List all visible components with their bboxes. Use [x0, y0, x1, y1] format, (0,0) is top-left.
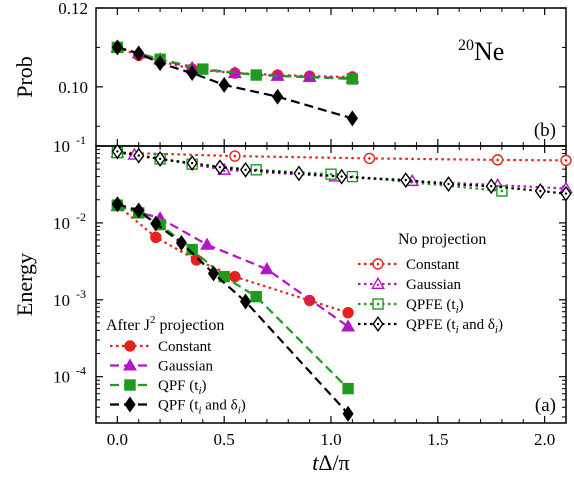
data-point-triangle — [371, 276, 385, 290]
data-point-square — [197, 63, 209, 75]
data-point-center — [218, 166, 222, 169]
y-tick-label: 0.10 — [58, 78, 88, 97]
data-point-square — [346, 73, 359, 85]
grid-layer — [95, 7, 567, 424]
data-point-square — [250, 69, 262, 81]
data-point-center — [222, 169, 226, 173]
data-point-diamond — [133, 202, 145, 219]
x-tick-label: 2.0 — [534, 430, 555, 449]
proj-legend-label-qpf_ti: QPF (ti) — [158, 378, 207, 397]
data-point-center — [368, 157, 371, 160]
data-point-center — [244, 168, 247, 172]
data-point-center — [496, 158, 499, 162]
data-point-center — [490, 185, 493, 188]
y-tick-exponent: -2 — [76, 210, 86, 224]
data-point-center — [190, 161, 194, 165]
data-point-triangle — [341, 319, 356, 332]
nucleus-label: 20Ne — [458, 37, 504, 66]
data-point-center — [233, 154, 237, 158]
data-point-circle — [229, 270, 241, 283]
data-point-square — [124, 379, 136, 391]
data-point-center — [564, 192, 568, 195]
data-point-diamond — [271, 88, 284, 105]
data-point-center — [376, 283, 380, 287]
legend-after-projection-title: After J2 projection — [106, 314, 224, 334]
y-tick-label: 10 — [53, 368, 70, 387]
x-tick-label: 0.0 — [107, 430, 128, 449]
data-point-circle — [342, 306, 354, 319]
data-point-diamond — [346, 110, 358, 127]
panel-label-a: (a) — [535, 395, 556, 416]
noproj-legend-label-gaussian: Gaussian — [406, 277, 461, 293]
text-layer: 0.0 0.5 1.0 1.5 2.0 0.10 0.12 10 -1 10 -2 10 -3 10 -4 P… — [12, 0, 556, 475]
data-point-triangle — [123, 358, 137, 371]
noproj-legend-label-qpf_ti: QPFE (ti) — [406, 297, 464, 316]
data-point-diamond — [342, 405, 354, 422]
proj-legend-label-qpf_ti_di: QPF (ti and δi) — [158, 398, 246, 417]
data-point-diamond — [111, 39, 123, 56]
data-point-diamond — [218, 76, 230, 93]
y-tick-label: 0.12 — [58, 0, 88, 18]
data-point-center — [447, 182, 450, 186]
data-point-triangle — [259, 262, 274, 275]
data-point-center — [376, 302, 380, 306]
data-point-diamond — [186, 65, 198, 82]
noproj-legend-label-qpf_ti_di: QPFE (ti and δi) — [406, 317, 503, 336]
x-tick-label: 1.0 — [320, 430, 341, 449]
y-tick-exponent: -3 — [76, 287, 86, 301]
data-point-diamond — [124, 396, 136, 413]
x-tick-label: 0.5 — [214, 430, 235, 449]
panel-label-b: (b) — [534, 120, 556, 141]
data-point-square — [342, 382, 354, 395]
y-tick-label: 10 — [53, 137, 70, 156]
series-layer — [110, 39, 573, 422]
data-point-center — [539, 189, 542, 193]
data-point-center — [564, 159, 568, 162]
data-point-diamond — [154, 55, 166, 72]
data-point-square — [250, 290, 262, 303]
energy-proj-series-constant-line — [116, 204, 349, 314]
y-axis-label-prob: Prob — [12, 56, 37, 98]
data-point-circle — [124, 340, 136, 352]
data-point-diamond — [239, 293, 252, 310]
data-point-center — [137, 154, 140, 157]
data-point-triangle — [200, 237, 215, 250]
data-point-center — [340, 175, 343, 178]
data-point-diamond — [111, 196, 123, 213]
x-tick-label: 1.5 — [427, 430, 448, 449]
legend-no-projection-title: No projection — [398, 231, 486, 248]
data-point-diamond — [175, 234, 188, 251]
data-point-center — [500, 189, 504, 193]
data-point-center — [116, 150, 119, 153]
y-tick-exponent: -1 — [76, 133, 86, 147]
data-point-center — [297, 172, 301, 175]
data-point-diamond — [150, 215, 162, 232]
data-point-center — [376, 262, 380, 266]
y-tick-exponent: -4 — [76, 364, 86, 378]
data-point-circle — [150, 231, 162, 243]
y-tick-label: 10 — [53, 214, 70, 233]
data-point-center — [329, 172, 333, 176]
data-point-diamond — [133, 45, 145, 62]
y-axis-label-energy: Energy — [12, 253, 37, 316]
x-axis-label: tΔ/π — [312, 450, 350, 475]
data-point-center — [404, 178, 407, 182]
data-point-center — [376, 322, 380, 326]
proj-legend-label-gaussian: Gaussian — [158, 359, 213, 375]
data-point-diamond — [207, 265, 220, 282]
y-tick-label: 10 — [53, 291, 70, 310]
noproj-legend-label-constant: Constant — [406, 257, 460, 273]
data-point-center — [158, 157, 162, 161]
proj-legend-label-constant: Constant — [158, 339, 212, 355]
